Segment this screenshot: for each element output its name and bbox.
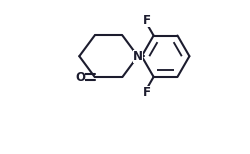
Text: O: O [75,71,85,83]
Text: F: F [142,14,150,27]
Text: N: N [132,50,142,63]
Text: F: F [142,86,150,99]
